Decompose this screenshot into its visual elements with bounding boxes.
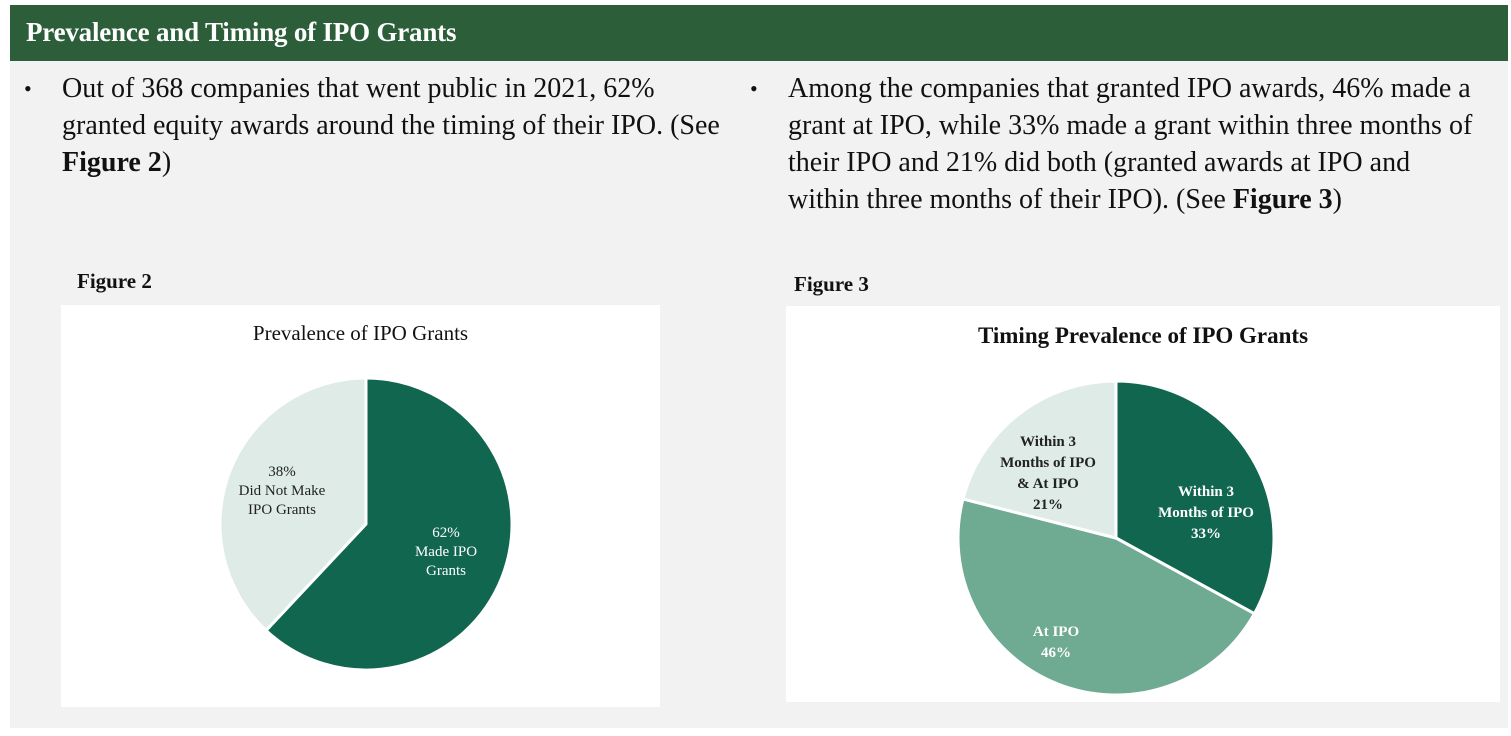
- data-label: At IPO 46%: [1033, 624, 1079, 661]
- data-label-line: 46%: [1041, 645, 1071, 661]
- data-label-line: Within 3: [1178, 484, 1234, 500]
- bullet-text: Out of 368 companies that went public in…: [62, 70, 722, 181]
- data-label: Within 3 Months of IPO & At IPO 21%: [1000, 434, 1096, 513]
- data-label-line: Grants: [426, 563, 466, 579]
- chart-title: Timing Prevalence of IPO Grants: [977, 323, 1309, 348]
- section-header: Prevalence and Timing of IPO Grants: [10, 5, 1508, 61]
- data-label-line: 62%: [432, 525, 460, 541]
- data-label: 62% Made IPO Grants: [415, 525, 477, 579]
- section-title: Prevalence and Timing of IPO Grants: [26, 17, 457, 47]
- data-label-line: Months of IPO: [1158, 505, 1254, 521]
- figure-reference: Figure 2: [62, 147, 162, 178]
- bullet-text-end: ): [1332, 184, 1342, 215]
- data-label-line: 33%: [1191, 526, 1221, 542]
- data-label: 38% Did Not Make IPO Grants: [239, 464, 326, 518]
- figure-3-label: Figure 3: [794, 272, 869, 296]
- pie-slice-did-not-make-ipo-grants: [218, 376, 368, 632]
- data-label-line: Within 3: [1020, 434, 1076, 450]
- figure-3-chart: Timing Prevalence of IPO Grants Within 3…: [786, 306, 1500, 702]
- pie-slice-made-ipo-grants: [264, 376, 514, 672]
- data-label-line: 21%: [1033, 497, 1063, 513]
- bullet-text: Among the companies that granted IPO awa…: [788, 70, 1488, 218]
- pie-slice-at-ipo: [956, 497, 1256, 697]
- pie-chart: Within 3 Months of IPO 33% At IPO 46% Within …: [956, 379, 1276, 697]
- bullet-text-main: Among the companies that granted IPO awa…: [788, 73, 1473, 215]
- pie-slice-within-3-months-of-ipo: [1114, 379, 1276, 616]
- data-label-line: 38%: [268, 464, 296, 480]
- data-label-line: At IPO: [1033, 624, 1079, 640]
- data-label-line: Made IPO: [415, 544, 477, 560]
- data-label-line: Months of IPO: [1000, 455, 1096, 471]
- chart-title: Prevalence of IPO Grants: [252, 321, 469, 345]
- data-label: Within 3 Months of IPO 33%: [1158, 484, 1254, 542]
- pie-slice-within-3-months-of-ipo-at-ipo: [961, 379, 1118, 540]
- bullet-icon: •: [750, 76, 758, 101]
- bullet-text-main: Out of 368 companies that went public in…: [62, 73, 720, 141]
- bullet-icon: •: [24, 76, 32, 101]
- data-label-line: & At IPO: [1017, 476, 1079, 492]
- data-label-line: Did Not Make: [239, 483, 326, 499]
- data-label-line: IPO Grants: [248, 502, 316, 518]
- figure-2-label: Figure 2: [77, 269, 152, 293]
- figure-reference: Figure 3: [1232, 184, 1333, 215]
- figure-2-chart: Prevalence of IPO Grants 62% Made IPO Gran…: [61, 305, 660, 707]
- bullet-text-end: ): [161, 147, 172, 178]
- pie-chart: 62% Made IPO Grants 38% Did Not Make IPO Gran…: [218, 376, 514, 672]
